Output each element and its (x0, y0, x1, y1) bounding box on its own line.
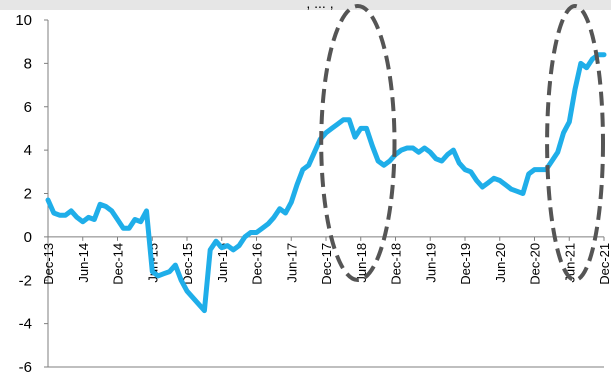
x-tick-label: Jun-16 (215, 243, 230, 283)
series-line (45, 52, 607, 314)
x-tick-label: Dec-19 (458, 243, 473, 285)
top-banner: , ... , (0, 0, 611, 11)
y-tick-label: -4 (19, 316, 32, 333)
x-tick-label: Dec-20 (528, 243, 543, 285)
y-tick-label: -6 (19, 359, 32, 372)
x-tick-label: Dec-18 (389, 243, 404, 285)
x-tick-label: Dec-21 (597, 243, 611, 285)
x-tick-label: Jun-19 (423, 243, 438, 283)
cut-title-text: , ... , (306, 0, 333, 11)
y-tick-label: 2 (24, 186, 32, 203)
highlight-ellipse (319, 4, 397, 282)
y-tick-label: 8 (24, 55, 32, 72)
x-tick-label: Dec-15 (180, 243, 195, 285)
y-tick-label: 0 (24, 229, 32, 246)
y-tick-label: -2 (19, 272, 32, 289)
series-line-group (45, 52, 607, 314)
y-tick-label: 10 (15, 12, 32, 29)
x-tick-label: Jun-14 (76, 243, 91, 283)
x-tick-label: Dec-16 (250, 243, 265, 285)
y-tick-label: 4 (24, 142, 32, 159)
x-tick-label: Jun-20 (493, 243, 508, 283)
y-tick-label: 6 (24, 99, 32, 116)
x-tick-label: Jun-17 (284, 243, 299, 283)
highlight-ellipses (319, 4, 606, 282)
x-tick-labels: Dec-13 Jun-14 Dec-14 Jun-15 Dec-15 Jun-16 Dec-… (41, 236, 611, 285)
x-tick-label: Dec-17 (319, 243, 334, 285)
x-tick-label: Dec-13 (41, 243, 56, 285)
y-tick-labels: 10 8 6 4 2 0 -2 -4 -6 (15, 12, 48, 372)
x-tick-label: Dec-14 (111, 243, 126, 285)
x-tick-label: Jun-18 (354, 243, 369, 283)
highlight-ellipse (545, 4, 606, 282)
